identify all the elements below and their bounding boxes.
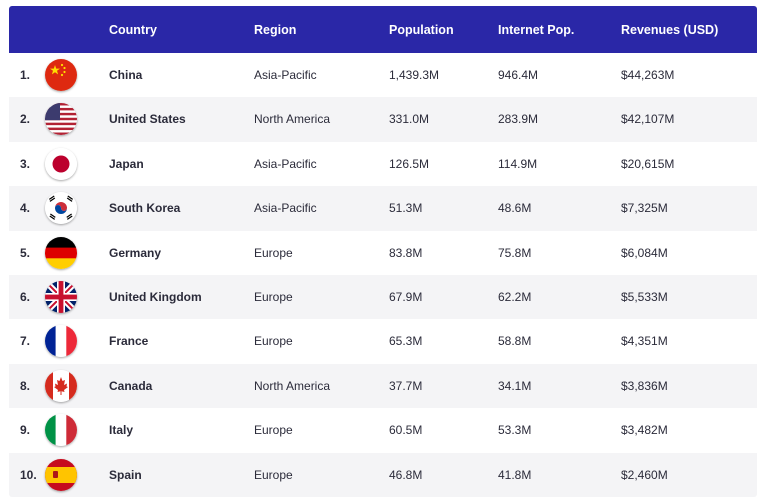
country-name: United States xyxy=(109,112,186,127)
table-row: 6. United Kingdom Europe 67.9M 62.2M $5,… xyxy=(9,274,757,320)
region: North America xyxy=(254,378,331,393)
table-row: 9. Italy Europe 60.5M 53.3M $3,482M xyxy=(9,408,757,452)
rank: 8. xyxy=(20,378,31,393)
italy-flag-icon xyxy=(45,414,77,447)
revenue-table: Country Region Population Internet Pop. … xyxy=(9,6,757,497)
internet-pop: 34.1M xyxy=(498,378,532,393)
revenues: $20,615M xyxy=(621,156,675,171)
population: 83.8M xyxy=(389,245,423,260)
rank: 2. xyxy=(20,112,31,127)
population: 67.9M xyxy=(389,289,423,304)
south-korea-flag-icon xyxy=(45,192,77,225)
revenues: $5,533M xyxy=(621,289,668,304)
region: Europe xyxy=(254,289,293,304)
country-name: France xyxy=(109,334,149,349)
population: 60.5M xyxy=(389,423,423,438)
internet-pop: 283.9M xyxy=(498,112,539,127)
internet-pop: 114.9M xyxy=(498,156,538,171)
revenues: $42,107M xyxy=(621,112,675,127)
population: 65.3M xyxy=(389,334,423,349)
table-row: 5. Germany Europe 83.8M 75.8M $6,084M xyxy=(9,231,757,275)
internet-pop: 946.4M xyxy=(498,68,539,82)
header-country: Country xyxy=(109,23,157,37)
table-row: 3. Japan Asia-Pacific 126.5M 114.9M $20,… xyxy=(9,142,757,186)
france-flag-icon xyxy=(45,325,77,358)
population: 1,439.3M xyxy=(389,68,440,82)
rank: 6. xyxy=(20,289,31,304)
rank: 1. xyxy=(20,68,31,82)
canada-flag-icon xyxy=(45,369,77,402)
revenues: $3,482M xyxy=(621,423,668,438)
region: Asia-Pacific xyxy=(254,68,317,82)
population: 126.5M xyxy=(389,156,430,171)
revenues: $7,325M xyxy=(621,201,668,216)
table-row: 10. Spain Europe 46.8M 41.8M $2,460M xyxy=(9,452,757,497)
population: 46.8M xyxy=(389,467,423,482)
region: Europe xyxy=(254,467,293,482)
region: Europe xyxy=(254,334,293,349)
united-kingdom-flag-icon xyxy=(45,280,77,313)
country-name: China xyxy=(109,68,143,82)
region: Europe xyxy=(254,423,293,438)
internet-pop: 75.8M xyxy=(498,245,532,260)
country-name: United Kingdom xyxy=(109,289,202,304)
population: 51.3M xyxy=(389,201,423,216)
table-row: 4. South Korea Asia-Pacific 51.3M 48 xyxy=(9,186,757,231)
table-header: Country Region Population Internet Pop. … xyxy=(9,6,757,53)
rank: 3. xyxy=(20,156,31,171)
country-name: South Korea xyxy=(109,201,181,216)
region: North America xyxy=(254,112,331,127)
table-row: 2. United States North America 331.0M 28… xyxy=(9,97,757,142)
spain-flag-icon xyxy=(45,458,77,491)
table-row: 8. Canada North America 37.7M 34.1M $3,8… xyxy=(9,363,757,409)
germany-flag-icon xyxy=(45,236,77,269)
region: Europe xyxy=(254,245,293,260)
revenues: $4,351M xyxy=(621,334,668,349)
header-internet-pop: Internet Pop. xyxy=(498,23,575,37)
country-name: Italy xyxy=(109,423,134,438)
country-name: Canada xyxy=(109,378,153,393)
internet-pop: 53.3M xyxy=(498,423,532,438)
internet-pop: 41.8M xyxy=(498,467,532,482)
rank: 5. xyxy=(20,245,31,260)
internet-pop: 58.8M xyxy=(498,334,532,349)
rank: 7. xyxy=(20,334,31,349)
population: 37.7M xyxy=(389,378,423,393)
country-name: Germany xyxy=(109,245,162,260)
header-region: Region xyxy=(254,23,297,37)
revenues: $2,460M xyxy=(621,467,668,482)
country-name: Japan xyxy=(109,156,144,171)
revenues: $6,084M xyxy=(621,245,668,260)
table-row: 1. China Asia-Pacific 1,439.3M 946.4M $4… xyxy=(9,53,757,97)
rank: 9. xyxy=(20,423,31,438)
rank: 10. xyxy=(20,467,37,482)
rank: 4. xyxy=(20,201,31,216)
japan-flag-icon xyxy=(45,147,77,180)
header-population: Population xyxy=(389,23,454,37)
region: Asia-Pacific xyxy=(254,156,317,171)
country-name: Spain xyxy=(109,467,142,482)
revenues: $44,263M xyxy=(621,68,675,82)
internet-pop: 62.2M xyxy=(498,289,532,304)
united-states-flag-icon xyxy=(45,103,77,136)
header-revenues: Revenues (USD) xyxy=(621,23,719,37)
table-row: 7. France Europe 65.3M 58.8M $4,351M xyxy=(9,319,757,363)
population: 331.0M xyxy=(389,112,430,127)
internet-pop: 48.6M xyxy=(498,201,532,216)
region: Asia-Pacific xyxy=(254,201,317,216)
revenues: $3,836M xyxy=(621,378,668,393)
china-flag-icon xyxy=(45,59,77,91)
